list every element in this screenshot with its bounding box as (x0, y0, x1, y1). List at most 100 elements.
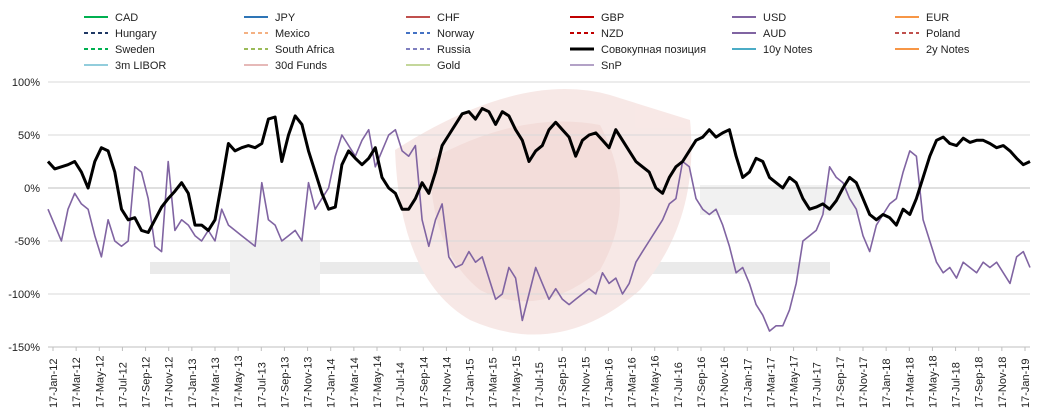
x-tick-label: 17-Jul-13 (256, 362, 268, 408)
series-aggregate-line (46, 107, 1031, 234)
x-tick-label: 17-Jan-19 (1020, 358, 1032, 408)
y-tick-label: 0% (24, 183, 40, 195)
x-tick-label: 17-Mar-15 (488, 357, 500, 408)
x-tick-label: 17-Nov-18 (997, 357, 1009, 408)
legend-item: Совокупная позиция (570, 44, 706, 56)
x-tick-label: 17-May-18 (927, 355, 939, 408)
y-tick-label: 100% (12, 77, 40, 89)
x-tick-label: 17-Jul-12 (117, 362, 129, 408)
legend-item: Poland (895, 28, 960, 40)
x-tick-label: 17-Jan-14 (326, 358, 338, 408)
legend-label: 10y Notes (763, 44, 813, 56)
x-tick-label: 17-Mar-16 (627, 357, 639, 408)
legend-label: NZD (601, 28, 624, 40)
x-tick-label: 17-Nov-12 (164, 357, 176, 408)
legend-item: USD (732, 12, 786, 24)
legend-label: South Africa (275, 44, 335, 56)
x-tick-label: 17-May-15 (511, 355, 523, 408)
legend-item: SnP (570, 60, 622, 72)
legend-item: Sweden (84, 44, 155, 56)
legend-label: Norway (437, 28, 475, 40)
x-tick-label: 17-May-16 (650, 355, 662, 408)
legend-label: Gold (437, 60, 460, 72)
x-tick-label: 17-May-14 (372, 355, 384, 408)
legend-item: CHF (406, 12, 460, 24)
x-tick-label: 17-Nov-17 (858, 357, 870, 408)
legend-item: EUR (895, 12, 949, 24)
x-tick-label: 17-Mar-13 (210, 357, 222, 408)
x-tick-label: 17-Sep-14 (418, 357, 430, 408)
legend-label: USD (763, 12, 786, 24)
legend-item: JPY (244, 12, 296, 24)
x-axis: 17-Jan-12 17-Mar-12 17-May-12 17-Jul-12 17-S… (48, 346, 1032, 408)
x-tick-label: 17-Nov-13 (303, 357, 315, 408)
legend-label: Совокупная позиция (601, 44, 706, 56)
y-axis: 100% 50% 0% -50% -100% -150% (8, 77, 40, 354)
legend-item: Russia (406, 44, 472, 56)
legend-label: 3m LIBOR (115, 60, 166, 72)
legend-label: EUR (926, 12, 949, 24)
y-tick-label: -150% (8, 342, 40, 354)
legend-label: AUD (763, 28, 786, 40)
legend-label: CAD (115, 12, 138, 24)
x-tick-label: 17-Mar-18 (904, 357, 916, 408)
x-tick-label: 17-Sep-18 (974, 357, 986, 408)
x-tick-label: 17-May-17 (789, 355, 801, 408)
x-tick-label: 17-Jan-15 (465, 358, 477, 408)
legend-label: SnP (601, 60, 622, 72)
legend-label: 30d Funds (275, 60, 327, 72)
x-tick-label: 17-May-13 (233, 355, 245, 408)
legend-label: Poland (926, 28, 960, 40)
legend-label: Mexico (275, 28, 310, 40)
series-layer (46, 107, 1031, 332)
legend-item: NZD (570, 28, 624, 40)
legend-label: Sweden (115, 44, 155, 56)
legend-item: CAD (84, 12, 138, 24)
series-aud-line (47, 128, 1031, 332)
x-tick-label: 17-Sep-16 (696, 357, 708, 408)
x-tick-label: 17-Jul-17 (812, 362, 824, 408)
legend-item: Norway (406, 28, 475, 40)
legend-item: Hungary (84, 28, 157, 40)
legend-item: South Africa (244, 44, 335, 56)
y-tick-label: 50% (18, 130, 40, 142)
x-tick-label: 17-Jul-14 (395, 362, 407, 408)
legend-item: 10y Notes (732, 44, 813, 56)
legend-item: 30d Funds (244, 60, 327, 72)
x-tick-label: 17-Mar-14 (349, 357, 361, 408)
x-tick-label: 17-Jan-13 (187, 358, 199, 408)
x-tick-label: 17-Jan-17 (742, 358, 754, 408)
legend-item: 2y Notes (895, 44, 970, 56)
x-tick-label: 17-May-12 (94, 355, 106, 408)
legend-label: 2y Notes (926, 44, 970, 56)
x-tick-label: 17-Sep-13 (279, 357, 291, 408)
legend-item: 3m LIBOR (84, 60, 166, 72)
legend-label: CHF (437, 12, 460, 24)
y-tick-label: -100% (8, 289, 40, 301)
x-tick-label: 17-Jan-12 (48, 358, 60, 408)
legend-item: AUD (732, 28, 786, 40)
x-tick-label: 17-Mar-12 (71, 357, 83, 408)
x-tick-label: 17-Jul-15 (534, 362, 546, 408)
legend-label: Russia (437, 44, 472, 56)
x-tick-label: 17-Jan-16 (603, 358, 615, 408)
legend-label: Hungary (115, 28, 157, 40)
x-tick-label: 17-Sep-12 (141, 357, 153, 408)
legend-item: GBP (570, 12, 624, 24)
x-tick-label: 17-Nov-14 (441, 357, 453, 408)
watermark-logo (150, 89, 860, 335)
x-tick-label: 17-Jan-18 (881, 358, 893, 408)
x-tick-label: 17-Sep-17 (835, 357, 847, 408)
x-tick-label: 17-Nov-15 (580, 357, 592, 408)
y-tick-label: -50% (14, 236, 40, 248)
legend-label: JPY (275, 12, 296, 24)
legend-label: GBP (601, 12, 624, 24)
legend-item: Mexico (244, 28, 310, 40)
x-tick-label: 17-Jul-18 (951, 362, 963, 408)
x-tick-label: 17-Mar-17 (765, 357, 777, 408)
legend: CAD JPY CHF GBP USD EUR Hungary Mexico Norway NZD… (84, 12, 970, 72)
x-tick-label: 17-Sep-15 (557, 357, 569, 408)
x-tick-label: 17-Jul-16 (673, 362, 685, 408)
legend-item: Gold (406, 60, 460, 72)
